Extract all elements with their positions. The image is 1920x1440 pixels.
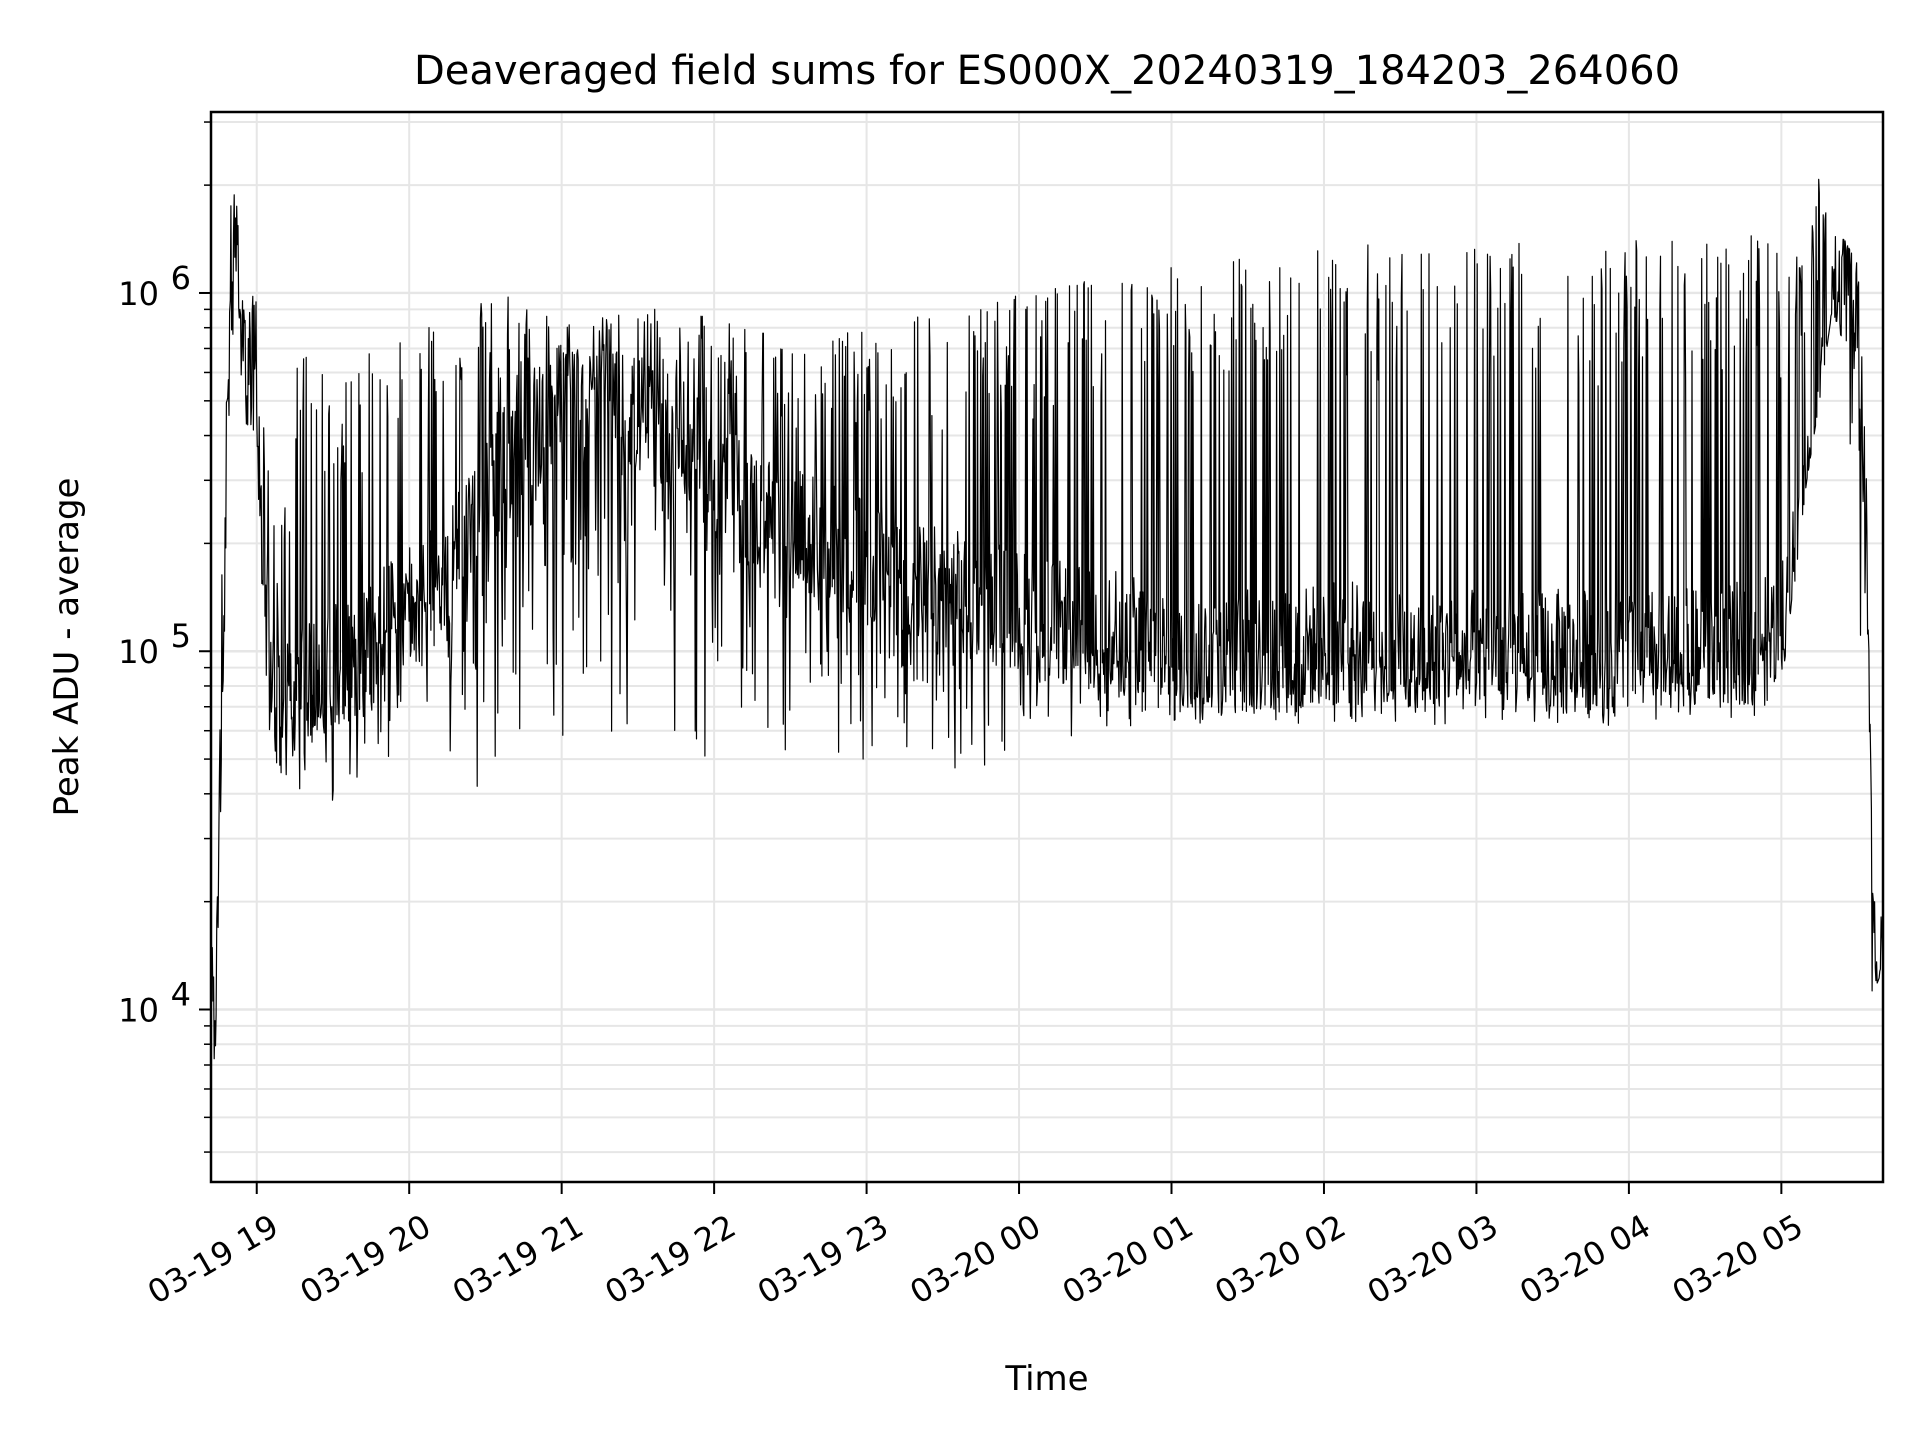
x-axis-label: Time [1004, 1359, 1088, 1399]
y-axis-label: Peak ADU - average [47, 478, 87, 817]
y-tick-label: 10 [118, 633, 159, 671]
y-tick-exponent: 6 [171, 259, 191, 297]
y-tick-label: 10 [118, 992, 159, 1030]
y-tick-exponent: 5 [171, 617, 191, 655]
chart-title: Deaveraged field sums for ES000X_2024031… [414, 48, 1680, 94]
series-line [210, 178, 1884, 1060]
grid-lines [211, 112, 1883, 1182]
y-tick-exponent: 4 [171, 976, 191, 1014]
plot-frame [209, 110, 1885, 1184]
series-layer [210, 178, 1884, 1060]
y-tick-label: 10 [118, 275, 159, 313]
